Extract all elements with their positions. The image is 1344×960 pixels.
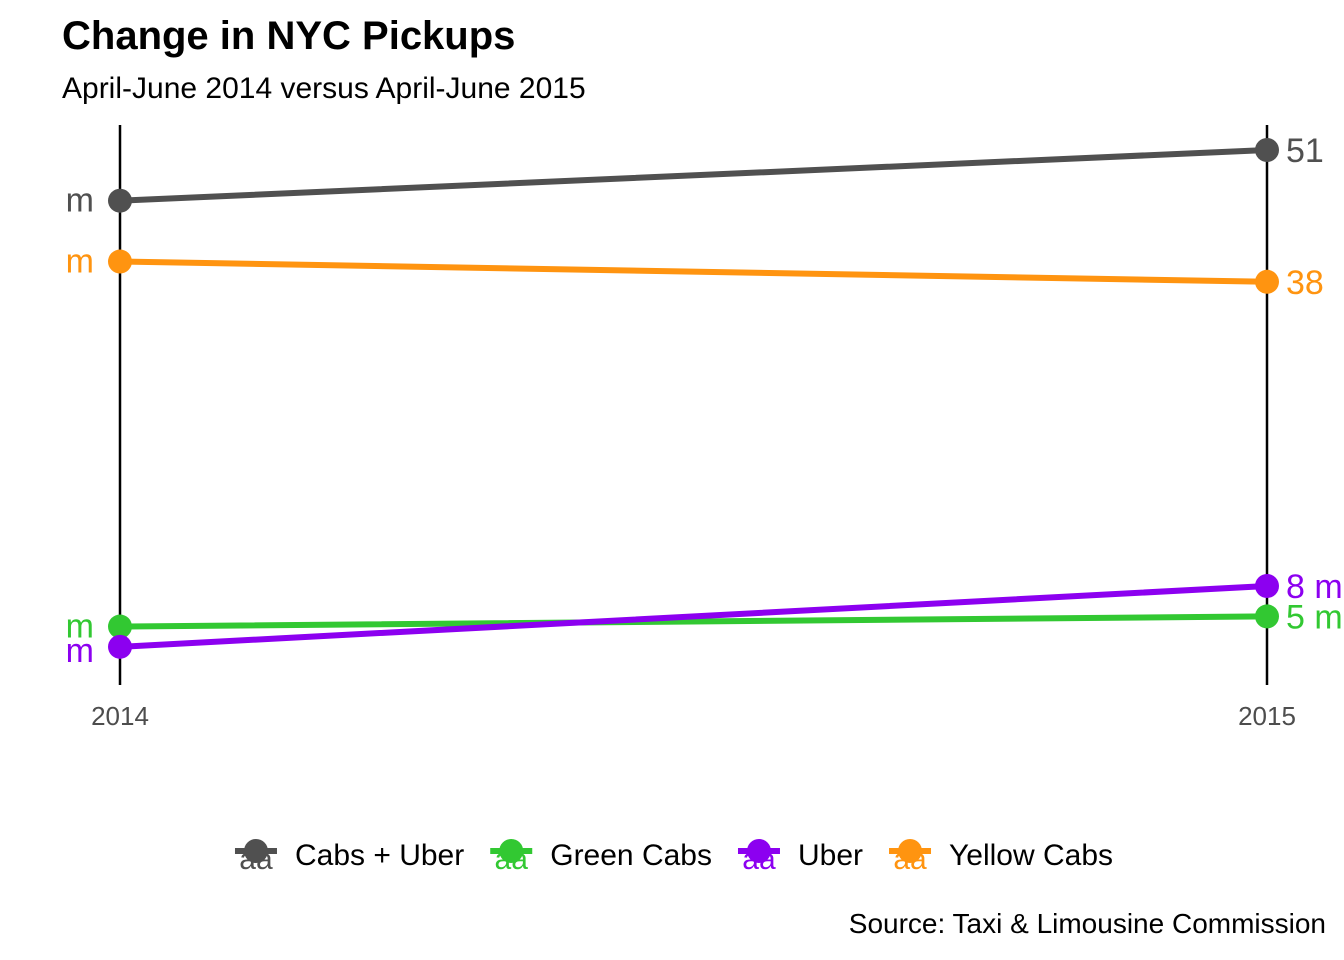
data-point [108,249,132,274]
series-line [117,147,1270,204]
legend-key-text: aa [893,843,927,876]
data-label-2015: 5 m [1286,598,1343,636]
data-point [1255,269,1279,294]
legend-key-text: aa [742,843,776,876]
data-label-2014: m [66,608,94,646]
data-label-2014: m [66,243,94,281]
legend-key-point [898,839,923,863]
x-tick-label: 2014 [91,701,149,731]
legend-key-text: aa [495,843,529,876]
series-line [117,258,1270,285]
data-label-2015: 51 [1286,132,1324,170]
data-point [108,634,132,659]
data-point [1255,573,1279,598]
legend-label: Yellow Cabs [949,839,1113,872]
legend-item: aa Uber [737,839,863,876]
chart-subtitle: April-June 2014 versus April-June 2015 [62,72,586,105]
legend-item: aa Cabs + Uber [234,839,464,876]
data-label-2014: m [66,182,94,220]
data-point [108,614,132,639]
legend-item: aa Green Cabs [490,839,712,876]
data-point [1255,138,1279,162]
data-point [1255,604,1279,629]
series-line [117,582,1270,650]
legend-key-text: aa [239,843,273,876]
legend-item: aa Yellow Cabs [889,839,1113,876]
chart-caption: Source: Taxi & Limousine Commission [848,908,1326,939]
chart-title: Change in NYC Pickups [62,14,516,58]
legend-label: Green Cabs [550,839,712,872]
legend-label: Cabs + Uber [295,839,464,872]
legend-key-point [746,839,771,863]
legend-key-point [499,839,524,863]
data-label-2015: 8 m [1286,568,1343,606]
legend-key-point [243,839,268,863]
data-label-2014: m [66,632,94,670]
x-tick-label: 2015 [1238,701,1296,731]
data-label-2015: 38 [1286,264,1324,302]
series-line [117,613,1270,630]
legend-label: Uber [798,839,863,872]
data-point [108,188,132,213]
